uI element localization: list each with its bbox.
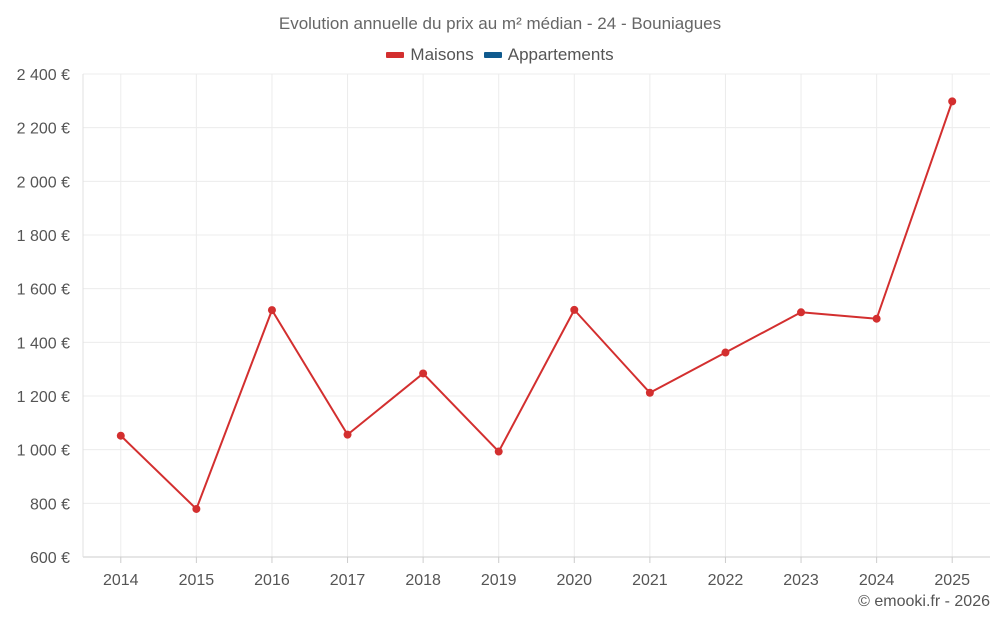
data-point-2018 bbox=[419, 369, 428, 378]
y-tick-label: 800 € bbox=[30, 496, 70, 513]
x-tick-label: 2018 bbox=[405, 572, 441, 589]
y-tick-label: 2 400 € bbox=[17, 67, 70, 84]
x-tick-label: 2023 bbox=[783, 572, 819, 589]
data-point-2024 bbox=[872, 314, 881, 323]
data-point-2015 bbox=[192, 504, 201, 513]
data-point-2021 bbox=[645, 388, 654, 397]
x-tick-label: 2021 bbox=[632, 572, 668, 589]
legend-swatch-appartements bbox=[483, 52, 502, 58]
y-tick-label: 1 600 € bbox=[17, 282, 70, 299]
y-tick-label: 2 000 € bbox=[17, 174, 70, 191]
x-tick-label: 2016 bbox=[254, 572, 290, 589]
x-tick-label: 2022 bbox=[708, 572, 744, 589]
x-tick-label: 2015 bbox=[179, 572, 215, 589]
y-tick-label: 1 400 € bbox=[17, 335, 70, 352]
credit-text: © emooki.fr - 2026 bbox=[858, 593, 990, 610]
legend-label-appartements: Appartements bbox=[507, 45, 614, 64]
x-tick-label: 2024 bbox=[859, 572, 895, 589]
legend-label-maisons: Maisons bbox=[410, 45, 474, 64]
legend-item-maisons[interactable]: Maisons bbox=[386, 45, 474, 65]
data-point-2020 bbox=[570, 305, 579, 314]
y-tick-label: 1 200 € bbox=[17, 389, 70, 406]
data-point-2017 bbox=[343, 430, 352, 439]
x-tick-label: 2025 bbox=[934, 572, 970, 589]
legend-swatch-maisons bbox=[386, 52, 405, 58]
data-point-2014 bbox=[116, 431, 125, 440]
data-point-2025 bbox=[948, 97, 957, 106]
y-tick-label: 1 800 € bbox=[17, 228, 70, 245]
chart-title: Evolution annuelle du prix au m² médian … bbox=[278, 14, 722, 33]
x-tick-label: 2019 bbox=[481, 572, 517, 589]
data-point-2019 bbox=[494, 447, 503, 456]
legend-item-appartements[interactable]: Appartements bbox=[483, 45, 614, 65]
y-tick-label: 2 200 € bbox=[17, 121, 70, 138]
x-tick-label: 2020 bbox=[556, 572, 592, 589]
data-point-2023 bbox=[797, 308, 806, 317]
series-line-maisons bbox=[120, 101, 954, 510]
x-tick-label: 2014 bbox=[103, 572, 139, 589]
y-tick-label: 1 000 € bbox=[17, 443, 70, 460]
x-tick-label: 2017 bbox=[330, 572, 366, 589]
legend: Maisons Appartements bbox=[0, 45, 1000, 65]
data-point-2016 bbox=[267, 306, 276, 315]
y-tick-label: 600 € bbox=[30, 550, 70, 567]
data-point-2022 bbox=[721, 348, 730, 357]
